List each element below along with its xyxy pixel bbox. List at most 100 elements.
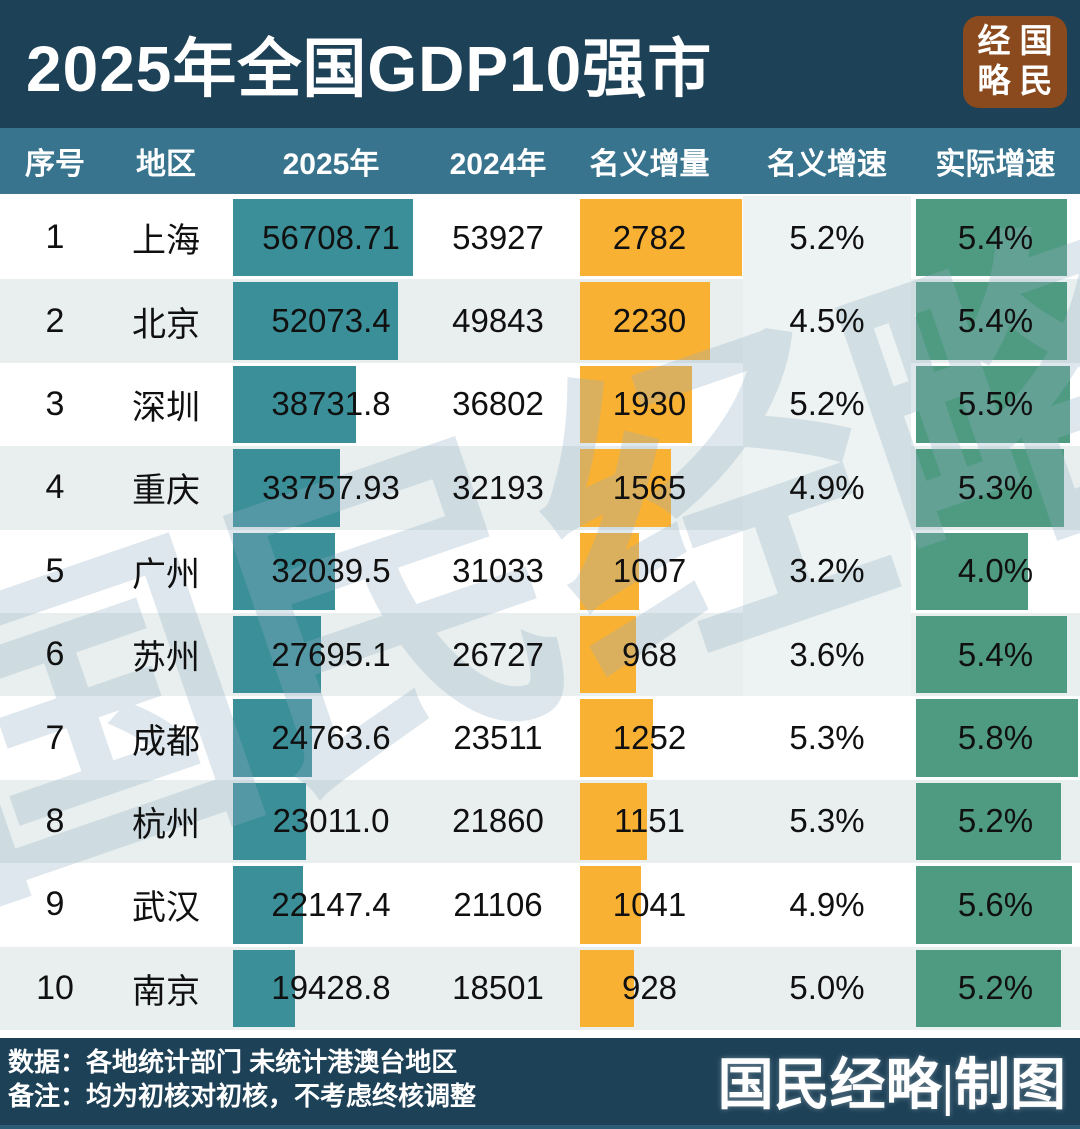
nominal-growth-value: 5.2% <box>789 385 865 423</box>
nominal-growth-cell: 5.0% <box>743 947 911 1030</box>
footer-credit: 国民经略|制图 <box>717 1055 1066 1117</box>
rank-cell: 9 <box>0 863 110 946</box>
rank-cell: 4 <box>0 446 110 529</box>
rank-cell: 1 <box>0 196 110 279</box>
gdp-2024-cell: 53927 <box>440 196 556 279</box>
rank-value: 9 <box>45 885 65 924</box>
gdp-2025-bar <box>233 866 304 944</box>
gdp-2024-value: 49843 <box>452 302 544 340</box>
gdp-2024-cell: 23511 <box>440 696 556 779</box>
city-name: 南京 <box>132 972 200 1011</box>
increment-cell: 1565 <box>556 446 743 529</box>
gdp-2025-cell: 32039.5 <box>222 530 440 613</box>
increment-value: 1565 <box>612 468 687 506</box>
rank-value: 3 <box>45 384 65 423</box>
nominal-growth-value: 4.9% <box>789 885 865 923</box>
rank-cell: 2 <box>0 279 110 362</box>
column-header-nominal-growth: 名义增速 <box>767 148 887 181</box>
table-row: 5 广州 32039.5 31033 1007 3.2% 4.0% <box>0 529 1080 613</box>
table-row: 8 杭州 23011.0 21860 1151 5.3% 5.2% <box>0 779 1080 864</box>
gdp-2024-value: 32193 <box>452 468 544 506</box>
increment-value: 1007 <box>612 552 687 590</box>
increment-bar <box>580 699 653 777</box>
table-row: 2 北京 52073.4 49843 2230 4.5% 5.4% <box>0 279 1080 363</box>
real-growth-value: 5.4% <box>957 218 1034 256</box>
table-row: 1 上海 56708.71 53927 2782 5.2% 5.4% <box>0 196 1080 280</box>
real-growth-cell: 5.8% <box>911 696 1080 779</box>
increment-cell: 1007 <box>556 530 743 613</box>
table-header-row: 序号 地区 2025年 2024年 名义增量 名义增速 实际增速 <box>0 128 1080 194</box>
gdp-2025-bar <box>233 282 399 360</box>
real-growth-value: 5.8% <box>957 719 1034 757</box>
gdp-2025-cell: 52073.4 <box>222 279 440 362</box>
increment-cell: 1930 <box>556 363 743 446</box>
real-growth-cell: 5.3% <box>911 446 1080 529</box>
table-row: 7 成都 24763.6 23511 1252 5.3% 5.8% <box>0 696 1080 780</box>
brand-seal: 经 国 略 民 <box>963 16 1067 108</box>
increment-bar <box>580 532 639 610</box>
city-cell: 北京 <box>110 279 222 362</box>
increment-value: 2230 <box>612 302 687 340</box>
increment-bar <box>580 615 637 694</box>
rank-cell: 5 <box>0 530 110 613</box>
gdp-2025-value: 24763.6 <box>271 719 391 757</box>
rank-value: 5 <box>45 551 65 590</box>
seal-char: 国 <box>1019 23 1053 60</box>
real-growth-bar <box>916 282 1067 360</box>
gdp-2025-cell: 27695.1 <box>222 613 440 696</box>
page-title: 2025年全国GDP10强市 <box>26 33 713 105</box>
gdp-2025-cell: 19428.8 <box>222 947 440 1030</box>
city-cell: 上海 <box>110 196 222 279</box>
gdp-2024-value: 31033 <box>452 552 544 590</box>
banner: 2025年全国GDP10强市 经 国 略 民 <box>0 0 1080 128</box>
increment-bar <box>580 949 635 1027</box>
real-growth-value: 5.2% <box>957 802 1034 840</box>
nominal-growth-cell: 4.5% <box>743 279 911 363</box>
gdp-2024-cell: 21106 <box>440 863 556 946</box>
city-cell: 重庆 <box>110 446 222 529</box>
real-growth-bar <box>916 449 1065 527</box>
nominal-growth-value: 5.2% <box>789 218 865 256</box>
real-growth-cell: 4.0% <box>911 530 1080 613</box>
nominal-growth-cell: 5.3% <box>743 696 911 779</box>
city-cell: 南京 <box>110 947 222 1030</box>
real-growth-cell: 5.6% <box>911 863 1080 946</box>
rank-cell: 6 <box>0 613 110 696</box>
gdp-2025-bar <box>233 449 341 527</box>
gdp-2025-bar <box>233 199 413 277</box>
city-name: 重庆 <box>132 472 200 511</box>
gdp-2025-bar <box>233 532 335 610</box>
real-growth-bar <box>916 782 1062 861</box>
gdp-2024-value: 18501 <box>452 969 544 1007</box>
real-growth-value: 5.4% <box>957 635 1034 673</box>
increment-cell: 928 <box>556 947 743 1030</box>
column-header-nominal-increment: 名义增量 <box>589 148 710 181</box>
rank-value: 4 <box>45 468 65 507</box>
nominal-growth-cell: 5.2% <box>743 196 911 280</box>
real-growth-cell: 5.2% <box>911 947 1080 1030</box>
city-name: 广州 <box>132 555 200 594</box>
real-growth-cell: 5.2% <box>911 780 1080 863</box>
table-row: 4 重庆 33757.93 32193 1565 4.9% 5.3% <box>0 446 1080 530</box>
increment-cell: 1151 <box>556 780 743 863</box>
gdp-2025-cell: 38731.8 <box>222 363 440 446</box>
seal-char: 略 <box>977 63 1011 100</box>
gdp-2025-value: 38731.8 <box>271 385 391 423</box>
gdp-2024-cell: 32193 <box>440 446 556 529</box>
gdp-2024-cell: 26727 <box>440 613 556 696</box>
increment-bar <box>580 365 693 444</box>
city-cell: 杭州 <box>110 780 222 863</box>
city-name: 上海 <box>132 222 200 261</box>
real-growth-value: 5.5% <box>957 385 1034 423</box>
gdp-2025-value: 52073.4 <box>271 302 391 340</box>
gdp-2025-value: 23011.0 <box>272 802 390 840</box>
city-name: 北京 <box>132 305 200 344</box>
column-header-2024: 2024年 <box>449 148 547 181</box>
real-growth-bar <box>916 866 1073 944</box>
nominal-growth-value: 4.9% <box>789 468 865 506</box>
seal-char: 民 <box>1019 63 1053 100</box>
increment-cell: 1041 <box>556 863 743 946</box>
increment-bar <box>580 282 710 360</box>
real-growth-cell: 5.5% <box>911 363 1080 446</box>
